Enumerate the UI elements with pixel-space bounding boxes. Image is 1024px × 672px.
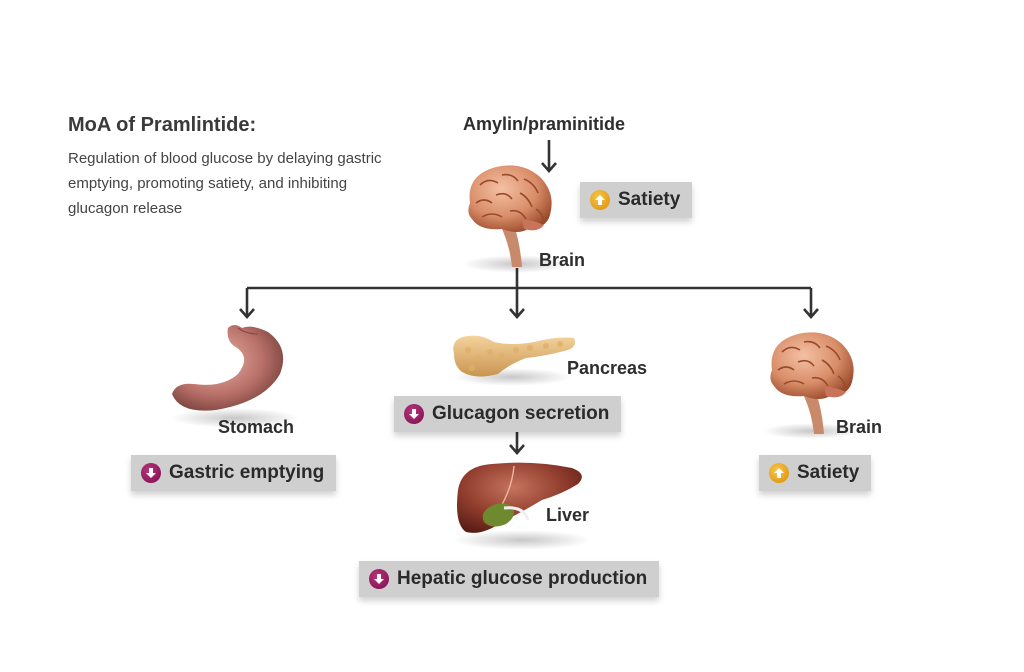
stomach-icon [172,325,284,411]
diagram-title: MoA of Pramlintide: [68,114,257,136]
arrow-tip-input [541,162,557,173]
effect-label: Hepatic glucose production [397,568,648,589]
liver-shadow [452,530,592,550]
stomach-shadow [170,408,300,428]
effect-label: Gastric emptying [169,462,325,483]
brain-icon [770,332,854,434]
brain-icon [468,165,552,267]
effect-box-glucagon-secretion: Glucagon secretion [394,396,622,432]
input-label: Amylin/praminitide [463,114,626,134]
arrow-tip-brain [803,308,819,319]
pancreas-icon [453,335,576,377]
liver-label: Liver [546,505,590,525]
effect-box-gastric-emptying: Gastric emptying [131,455,337,491]
liver-icon [457,462,582,533]
arrow-tip-pancreas [509,308,525,319]
effect-box-satiety-right: Satiety [759,455,872,491]
effect-box-hepatic-glucose: Hepatic glucose production [359,561,660,597]
effect-label: Satiety [618,189,681,210]
stomach-label: Stomach [218,417,295,437]
brain-shadow-right [762,423,862,439]
arrow-up-icon [590,190,610,210]
effect-label: Glucagon secretion [432,403,610,424]
arrow-down-icon [141,463,161,483]
arrow-tip-stomach [239,308,255,319]
arrow-down-icon [369,569,389,589]
arrow-tip-liver [509,444,525,455]
effect-box-satiety-top: Satiety [580,182,693,218]
brain-label-top: Brain [539,250,586,270]
effect-label: Satiety [797,462,860,483]
brain-label-right: Brain [836,417,883,437]
arrow-up-icon [769,463,789,483]
diagram-description: Regulation of blood glucose by delaying … [68,150,382,217]
pancreas-label: Pancreas [567,358,648,378]
arrow-down-icon [404,404,424,424]
